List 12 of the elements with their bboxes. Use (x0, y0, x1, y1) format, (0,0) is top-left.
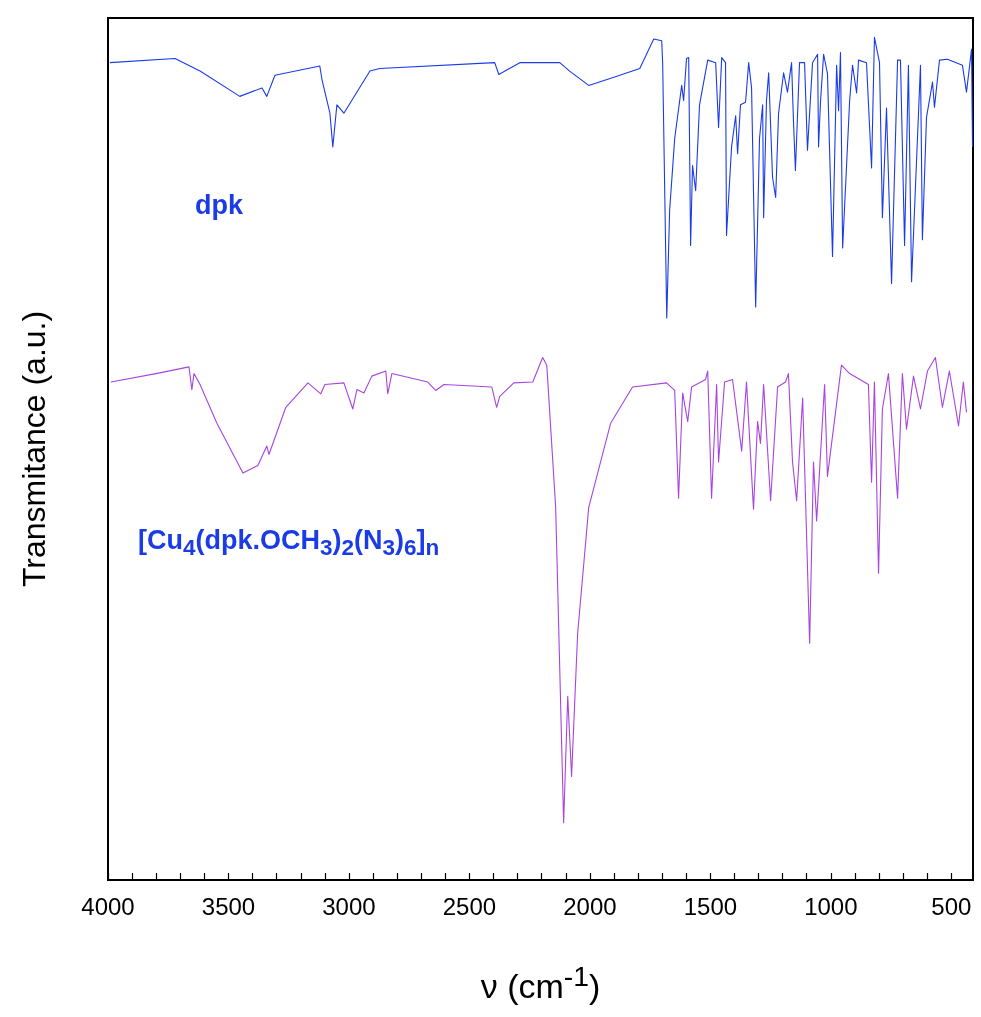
text: [Cu$_{4}$(dpk.OCH$_{3}$)$_{2}$(N$_{3}$)$_{6}$]$_{n}$ (138, 525, 440, 561)
x-tick-label: 1000 (804, 892, 858, 920)
x-tick-label: 1500 (683, 892, 738, 920)
text: dpk (195, 190, 244, 220)
x-tick-label: 4000 (81, 892, 135, 920)
y-axis-title: Transmitance (a.u.) (15, 310, 53, 588)
x-tick-label: 2500 (442, 892, 497, 920)
x-axis-title: ν (cm$^{-1}$) (479, 960, 602, 1007)
x-tick-label: 500 (931, 892, 972, 920)
x-tick-label: 3000 (322, 892, 376, 920)
x-tick-label: 3500 (201, 892, 256, 920)
x-tick-label: 2000 (563, 892, 617, 920)
